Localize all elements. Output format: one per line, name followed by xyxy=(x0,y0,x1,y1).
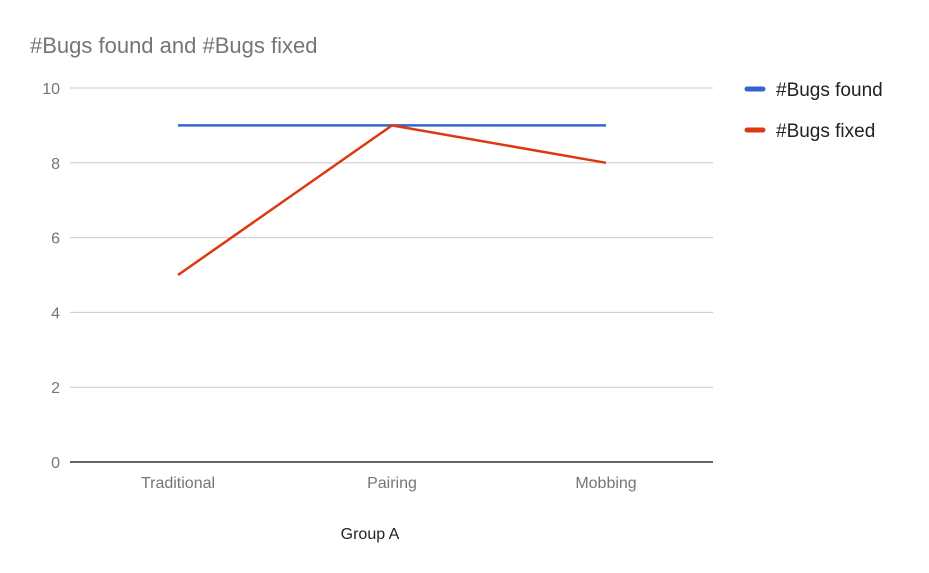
y-tick-label: 4 xyxy=(51,305,60,322)
chart-title: #Bugs found and #Bugs fixed xyxy=(30,33,317,58)
legend-label: #Bugs found xyxy=(776,80,883,101)
x-tick-label: Pairing xyxy=(367,475,417,492)
y-axis-tick-labels: 0 2 4 6 8 10 xyxy=(42,81,60,472)
gridlines xyxy=(70,87,713,388)
legend-label: #Bugs fixed xyxy=(776,121,875,142)
series-line-2 xyxy=(177,124,607,277)
y-tick-label: 10 xyxy=(42,81,60,98)
x-tick-label: Traditional xyxy=(141,475,215,492)
y-tick-label: 6 xyxy=(51,231,60,248)
y-tick-label: 2 xyxy=(51,380,60,397)
legend: #Bugs found #Bugs fixed xyxy=(744,80,883,142)
x-axis-tick-labels: Traditional Pairing Mobbing xyxy=(141,475,637,492)
series-lines xyxy=(177,124,607,277)
y-tick-label: 0 xyxy=(51,455,60,472)
x-tick-label: Mobbing xyxy=(575,475,636,492)
x-axis-title: Group A xyxy=(341,526,400,543)
y-tick-label: 8 xyxy=(51,156,60,173)
